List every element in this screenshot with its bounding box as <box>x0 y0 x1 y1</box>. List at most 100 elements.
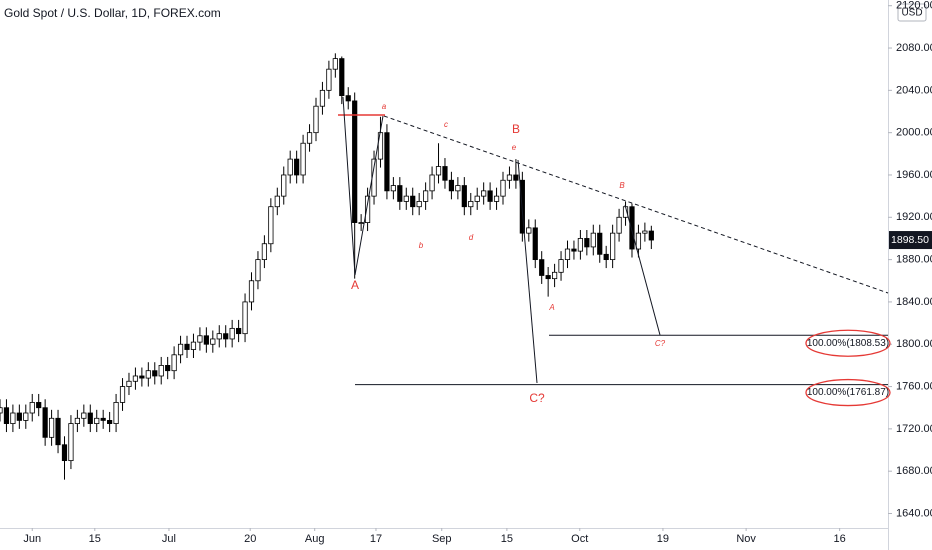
trend-line <box>383 115 889 294</box>
wave-line <box>342 96 384 276</box>
candle-body <box>648 230 654 241</box>
plot-area <box>0 53 654 480</box>
x-tick-label: Aug <box>305 533 325 545</box>
candle-body <box>3 407 10 424</box>
candle-body <box>558 259 564 273</box>
x-tick-label: 20 <box>244 533 256 545</box>
candle-body <box>0 407 3 414</box>
candle-body <box>223 333 229 340</box>
candle-body <box>300 142 306 176</box>
candle-body <box>171 354 177 372</box>
candle-body <box>306 132 313 144</box>
candle-body <box>313 105 319 134</box>
candle-body <box>610 232 616 261</box>
candle-body <box>352 100 358 223</box>
candle-body <box>100 417 106 421</box>
last-price-box <box>889 231 932 250</box>
candle-body <box>403 195 409 202</box>
last-price-label: 1898.50 <box>891 234 929 246</box>
candle-body <box>81 412 87 419</box>
candle-body <box>635 232 642 250</box>
wave-line <box>517 159 538 384</box>
candle-body <box>526 227 532 234</box>
x-tick-label: Oct <box>571 533 588 545</box>
candle-body <box>210 338 216 345</box>
candle-body <box>429 174 435 192</box>
candle-body <box>416 201 422 208</box>
candle-body <box>190 341 197 350</box>
level-marker <box>805 378 891 407</box>
candle-body <box>545 275 551 280</box>
candle-body <box>532 227 538 261</box>
candle-body <box>294 158 300 176</box>
candle-body <box>455 185 461 192</box>
candle-body <box>461 185 467 208</box>
candle-body <box>203 335 209 345</box>
candle-body <box>274 195 280 208</box>
wave-label: C? <box>529 391 545 405</box>
candle-body <box>216 333 222 340</box>
x-tick-label: 17 <box>370 533 382 545</box>
candle-body <box>493 195 500 202</box>
candle-body <box>139 375 145 379</box>
candle-body <box>177 343 184 356</box>
candle-body <box>551 271 558 280</box>
x-tick-label: 19 <box>657 533 669 545</box>
candle-body <box>584 238 590 248</box>
candle-body <box>364 195 371 223</box>
candle-body <box>236 327 242 335</box>
candle-body <box>48 417 55 438</box>
candle-body <box>74 417 80 424</box>
candle-body <box>597 232 603 255</box>
wave-label: e <box>512 143 517 152</box>
candle-body <box>29 402 35 414</box>
y-tick-label: 1840.00 <box>896 296 932 308</box>
y-tick-label: 1920.00 <box>896 211 932 223</box>
candle-body <box>36 402 42 409</box>
wave-label: c <box>444 120 448 129</box>
candle-body <box>513 174 519 181</box>
candle-body <box>539 259 545 276</box>
candle-body <box>23 412 29 421</box>
y-tick-label: 1960.00 <box>896 169 932 181</box>
candle-body <box>423 190 429 202</box>
candle-body <box>326 68 332 91</box>
candle-body <box>229 327 235 340</box>
chart-title: Gold Spot / U.S. Dollar, 1D, FOREX.com <box>4 6 221 20</box>
candle-body <box>158 365 164 377</box>
x-tick-label: 16 <box>834 533 846 545</box>
candle-body <box>435 166 442 176</box>
candle-body <box>126 380 132 387</box>
candle-body <box>384 132 390 192</box>
candle-body <box>481 190 487 197</box>
candle-body <box>94 417 100 424</box>
candle-body <box>332 58 338 70</box>
currency-box[interactable] <box>897 3 927 22</box>
x-tick-label: Jun <box>23 533 41 545</box>
x-tick-label: 15 <box>501 533 513 545</box>
x-tick-label: Sep <box>432 533 452 545</box>
currency[interactable]: USD <box>901 8 922 19</box>
candle-body <box>16 412 22 421</box>
candle-body <box>107 420 113 424</box>
candle-body <box>448 179 455 192</box>
candle-body <box>10 412 16 424</box>
candle-body <box>319 89 326 107</box>
candle-body <box>571 248 577 252</box>
y-tick-label: 2120.00 <box>896 0 932 12</box>
candle-body <box>500 179 506 197</box>
wave-label: A <box>351 278 359 292</box>
candle-body <box>603 253 609 261</box>
candle-body <box>61 444 68 462</box>
candle-body <box>287 158 293 176</box>
wave-label: b <box>419 241 424 250</box>
wave-label: B <box>512 122 520 136</box>
candle-body <box>390 185 396 192</box>
candle-body <box>506 174 513 181</box>
y-tick-label: 1880.00 <box>896 254 932 266</box>
candle-body <box>590 232 596 248</box>
y-tick-label: 2040.00 <box>896 84 932 96</box>
candle-body <box>261 243 268 261</box>
